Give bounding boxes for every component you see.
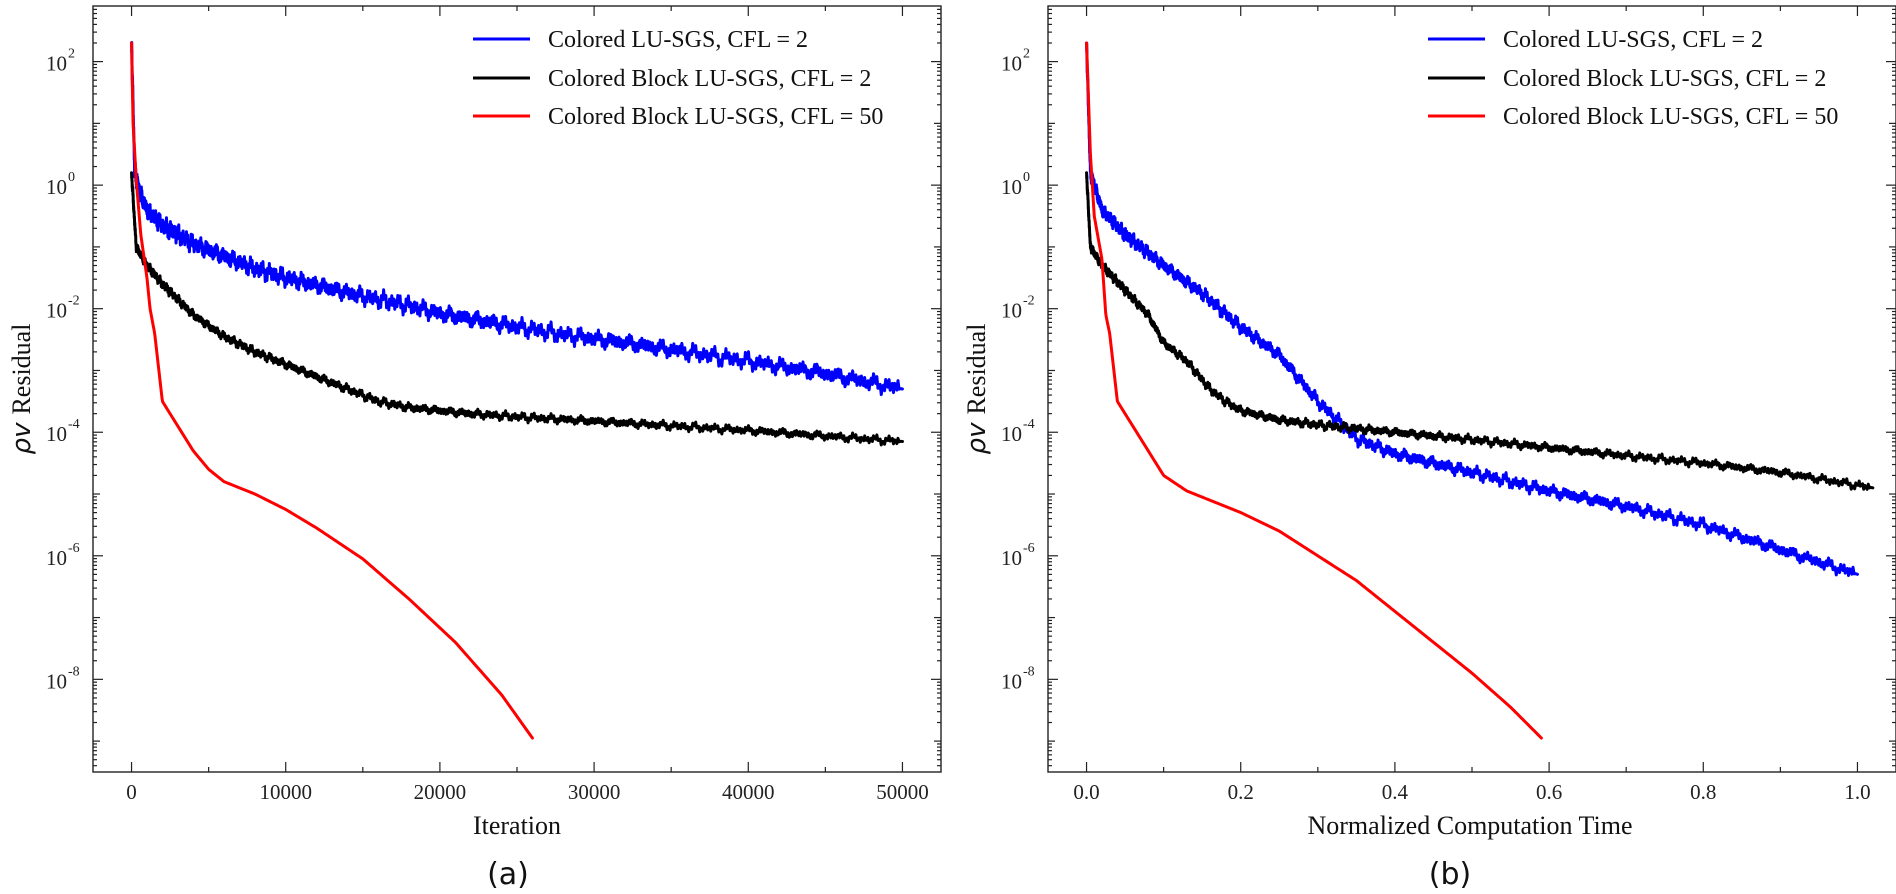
panel-b-y-tick-label: 10 [1001, 299, 1022, 323]
panel-a-legend-entry-blue: Colored LU-SGS, CFL = 2 [548, 27, 808, 53]
panel-b-y-tick-label: 10 [1001, 546, 1022, 570]
panel-a-y-tick-exponent: -8 [68, 664, 80, 679]
panel-a-legend-entry-red: Colored Block LU-SGS, CFL = 50 [548, 104, 883, 130]
panel-b-y-tick-exponent: 0 [1023, 170, 1030, 185]
panel-b-y-axis-symbol: ρv [962, 422, 992, 455]
panel-a-series-layer [130, 41, 904, 740]
panel-a-y-tick-exponent: -6 [68, 541, 80, 556]
panel-b-legend-entry-black: Colored Block LU-SGS, CFL = 2 [1503, 66, 1826, 92]
panel-b-legend-entry-blue: Colored LU-SGS, CFL = 2 [1503, 27, 1763, 53]
panel-a-legend: Colored LU-SGS, CFL = 2 Colored Block LU… [473, 27, 883, 130]
panel-b-y-tick-exponent: -4 [1023, 417, 1035, 432]
panel-b-series-blue-line [1085, 41, 1859, 578]
panel-b-x-tick-label: 0.4 [1382, 780, 1409, 804]
panel-b-y-tick-label: 10 [1001, 52, 1022, 76]
panel-b-y-tick-label: 10 [1001, 175, 1022, 199]
panel-a-y-tick-label: 10 [46, 175, 67, 199]
panel-a-y-axis-text: Residual [7, 324, 36, 415]
panel-a-x-tick-label: 10000 [259, 780, 312, 804]
panel-a-x-tick-label: 20000 [414, 780, 467, 804]
panel-b-y-axis-title: ρv Residual [962, 324, 992, 455]
panel-a-series-blue-line [130, 41, 904, 397]
panel-a-y-tick-exponent: 2 [68, 47, 75, 62]
panel-a-y-axis-symbol: ρv [7, 422, 37, 455]
panel-a-x-tick-label: 30000 [568, 780, 621, 804]
panel-b-legend-entry-red: Colored Block LU-SGS, CFL = 50 [1503, 104, 1838, 130]
panel-b-x-axis-title: Normalized Computation Time [1308, 811, 1633, 840]
panel-b-x-tick-label: 0.8 [1690, 780, 1716, 804]
panel-a-series-black-line [130, 171, 904, 447]
panel-a-y-tick-label: 10 [46, 299, 67, 323]
panel-b-x-tick-label: 0.6 [1536, 780, 1562, 804]
panel-b-y-tick-exponent: 2 [1023, 47, 1030, 62]
panel-a-y-tick-exponent: -2 [68, 294, 80, 309]
panel-a-y-tick-exponent: 0 [68, 170, 75, 185]
panel-b-x-tick-label: 1.0 [1844, 780, 1870, 804]
panel-b-y-axis-text: Residual [962, 324, 991, 415]
panel-b-y-tick-label: 10 [1001, 669, 1022, 693]
panel-a-x-tick-label: 50000 [876, 780, 929, 804]
panel-a-y-tick-label: 10 [46, 669, 67, 693]
panel-b-x-tick-label: 0.2 [1228, 780, 1254, 804]
panel-a-y-tick-label: 10 [46, 52, 67, 76]
panel-a-series-red-line [130, 41, 534, 740]
panel-a-caption: (a) [487, 857, 529, 892]
panel-b-legend: Colored LU-SGS, CFL = 2 Colored Block LU… [1428, 27, 1838, 130]
panel-b-series-black-line [1085, 171, 1875, 491]
panel-b-x-tick-label: 0.0 [1073, 780, 1099, 804]
panel-b-y-tick-exponent: -6 [1023, 541, 1035, 556]
panel-b-series-red-line [1085, 41, 1543, 740]
panel-b-y-tick-label: 10 [1001, 422, 1022, 446]
panel-a-x-tick-label: 0 [126, 780, 137, 804]
panel-b-caption: (b) [1429, 857, 1471, 892]
panel-a-y-axis-title: ρv Residual [7, 324, 37, 455]
panel-a-legend-entry-black: Colored Block LU-SGS, CFL = 2 [548, 66, 871, 92]
panel-a-x-tick-label: 40000 [722, 780, 775, 804]
panel-a-y-tick-label: 10 [46, 546, 67, 570]
panel-a-y-tick-exponent: -4 [68, 417, 80, 432]
panel-a-x-axis-title: Iteration [473, 811, 561, 840]
panel-b-series-layer [1085, 41, 1875, 740]
panel-b-y-tick-exponent: -2 [1023, 294, 1035, 309]
panel-b-y-tick-exponent: -8 [1023, 664, 1035, 679]
panel-a-y-tick-label: 10 [46, 422, 67, 446]
